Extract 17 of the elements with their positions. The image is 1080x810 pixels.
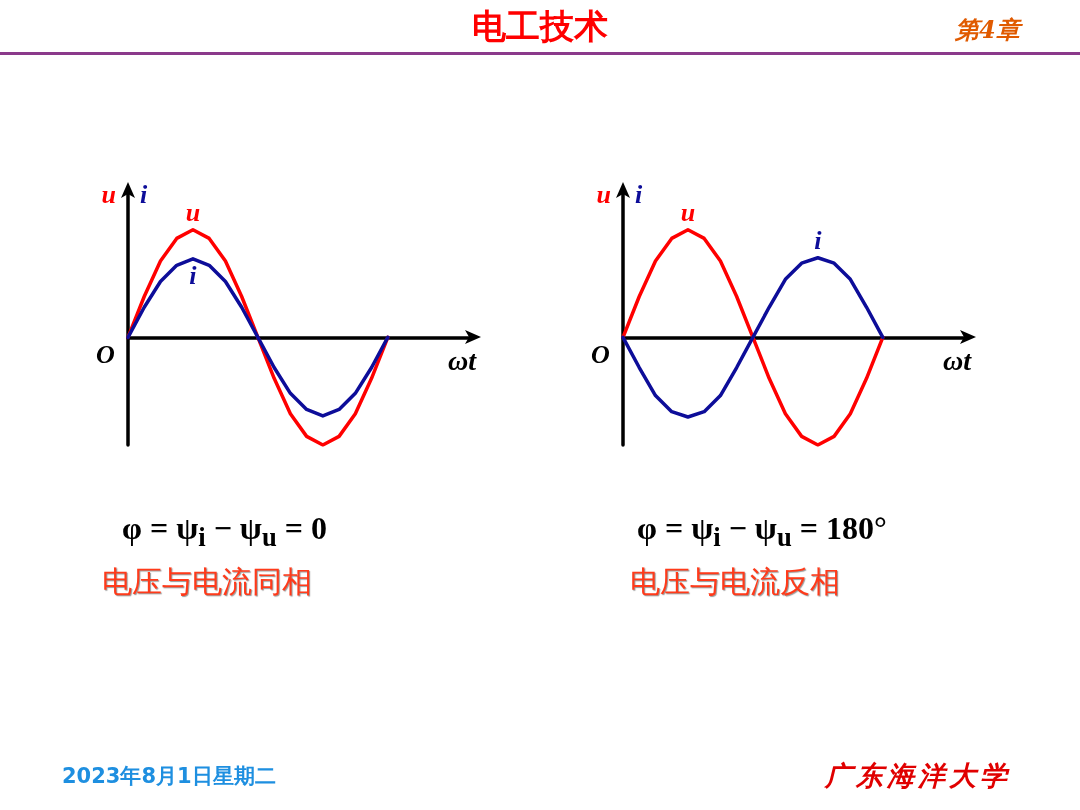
x-axis-title: ωt: [448, 345, 477, 377]
y-axis-title: u i: [596, 180, 643, 210]
y-axis-title: u i: [101, 180, 148, 210]
text: O: [96, 340, 115, 370]
text: 广东海洋大学: [825, 759, 1011, 793]
text: 2023年8月1日星期二: [62, 763, 276, 790]
text: 电压与电流反相: [630, 563, 840, 601]
text: φ = ψ$_{i}$ − ψ$_{u}$ = 0: [122, 510, 327, 554]
text: 电工技术: [472, 6, 608, 46]
text: φ = ψ$_{i}$ − ψ$_{u}$ = 180°: [637, 510, 887, 554]
text: 电压与电流同相: [102, 563, 312, 601]
series-label: i: [189, 261, 198, 291]
x-axis-title: ωt: [943, 345, 972, 377]
text: O: [591, 340, 610, 370]
series-label: i: [814, 226, 823, 256]
series-label: u: [185, 198, 201, 228]
series-label: u: [680, 198, 696, 228]
